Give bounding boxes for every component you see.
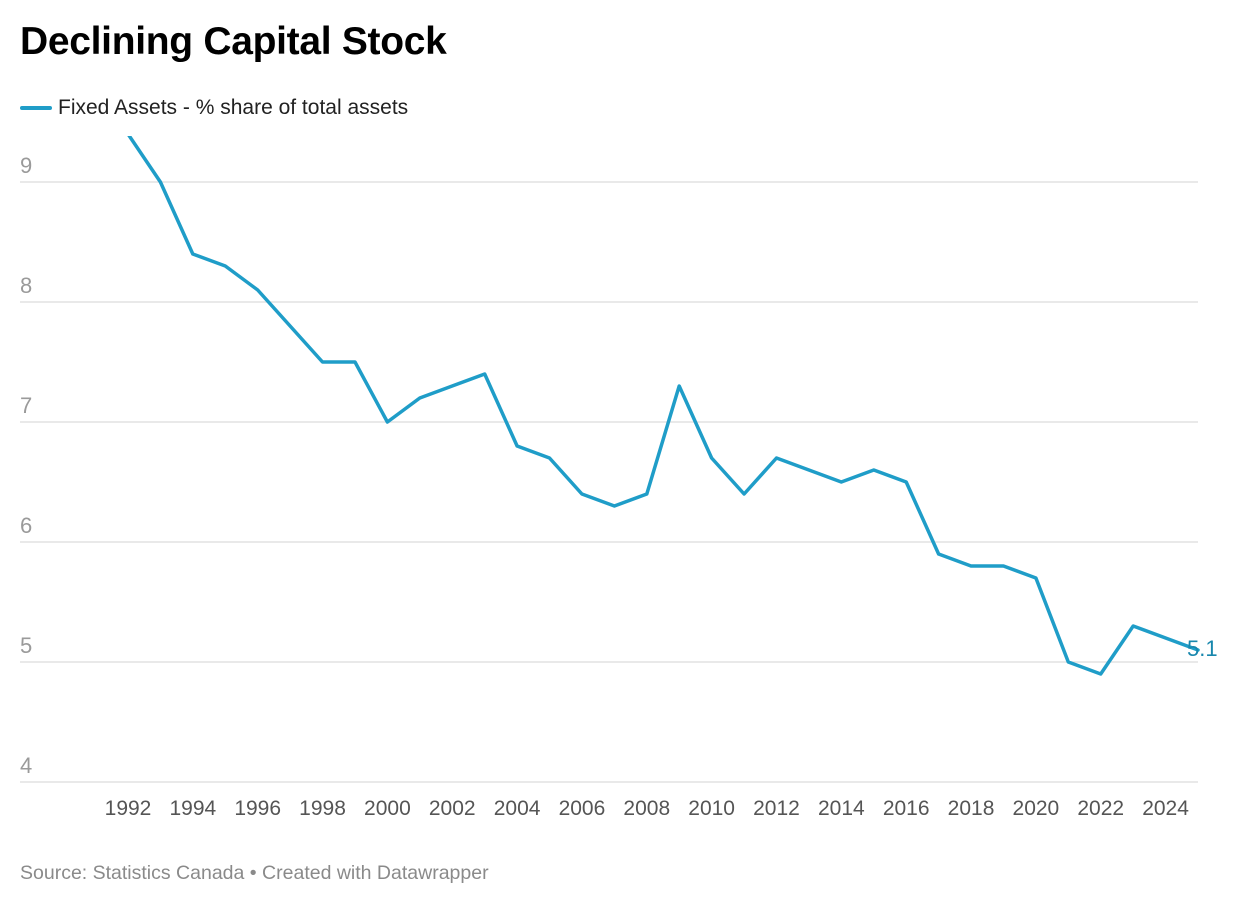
x-axis-ticks: 1992 1994 1996 1998 2000 2002 2004 2006 2008 2010… [105, 797, 1190, 820]
x-tick-label: 2006 [559, 797, 606, 820]
x-tick-label: 2014 [818, 797, 865, 820]
x-tick-label: 1992 [105, 797, 152, 820]
y-tick-label: 9 [20, 153, 32, 178]
footer: Source: Statistics Canada • Created with… [20, 862, 489, 885]
data-point-2006 [580, 492, 584, 496]
data-point-2010 [710, 456, 714, 460]
x-tick-label: 2000 [364, 797, 411, 820]
x-tick-label: 2024 [1142, 797, 1189, 820]
data-point-2016 [904, 480, 908, 484]
data-point-1998 [321, 360, 325, 364]
data-point-1993 [158, 180, 162, 184]
data-point-2019 [1001, 564, 1005, 568]
x-tick-label: 2008 [623, 797, 670, 820]
data-point-2009 [677, 384, 681, 388]
data-point-2008 [645, 492, 649, 496]
series-layer: 5.1 [126, 132, 1218, 676]
data-point-2024 [1164, 636, 1168, 640]
y-axis-ticks: 4 5 6 7 8 9 [20, 153, 32, 778]
x-tick-label: 2012 [753, 797, 800, 820]
data-point-2022 [1099, 672, 1103, 676]
data-point-2001 [418, 396, 422, 400]
data-point-1997 [288, 324, 292, 328]
x-tick-label: 1998 [299, 797, 346, 820]
data-point-1992 [126, 132, 130, 136]
data-point-2003 [483, 372, 487, 376]
x-tick-label: 2016 [883, 797, 930, 820]
data-point-2011 [742, 492, 746, 496]
data-point-2005 [548, 456, 552, 460]
data-point-1999 [353, 360, 357, 364]
data-point-1996 [256, 288, 260, 292]
data-point-1994 [191, 252, 195, 256]
chart-title: Declining Capital Stock [20, 20, 447, 63]
y-tick-label: 7 [20, 393, 32, 418]
data-point-2020 [1034, 576, 1038, 580]
credit-text: Created with Datawrapper [262, 862, 489, 884]
x-tick-label: 2010 [688, 797, 735, 820]
data-point-2021 [1066, 660, 1070, 664]
data-point-2014 [839, 480, 843, 484]
x-tick-label: 2022 [1077, 797, 1124, 820]
y-tick-label: 6 [20, 513, 32, 538]
data-point-2012 [774, 456, 778, 460]
data-point-2015 [872, 468, 876, 472]
data-point-1995 [223, 264, 227, 268]
legend-label: Fixed Assets - % share of total assets [58, 96, 409, 119]
series-line-fixed-assets [127, 136, 1200, 676]
data-point-2004 [515, 444, 519, 448]
x-tick-label: 2004 [494, 797, 541, 820]
x-tick-label: 1994 [169, 797, 216, 820]
footer-separator: • [244, 862, 263, 884]
y-tick-label: 5 [20, 633, 32, 658]
data-point-2000 [385, 420, 389, 424]
grid-layer [20, 181, 1198, 783]
x-tick-label: 2020 [1013, 797, 1060, 820]
y-tick-label: 8 [20, 273, 32, 298]
x-tick-label: 2002 [429, 797, 476, 820]
source-text: Source: Statistics Canada [20, 862, 245, 884]
data-point-2007 [612, 504, 616, 508]
data-point-2017 [937, 552, 941, 556]
data-point-2002 [450, 384, 454, 388]
legend-swatch [20, 106, 52, 110]
data-point-2018 [969, 564, 973, 568]
legend: Fixed Assets - % share of total assets [20, 96, 408, 120]
x-tick-label: 2018 [948, 797, 995, 820]
data-point-2023 [1131, 624, 1135, 628]
x-tick-label: 1996 [234, 797, 281, 820]
y-tick-label: 4 [20, 753, 32, 778]
data-point-2013 [807, 468, 811, 472]
end-value-label: 5.1 [1187, 636, 1218, 661]
